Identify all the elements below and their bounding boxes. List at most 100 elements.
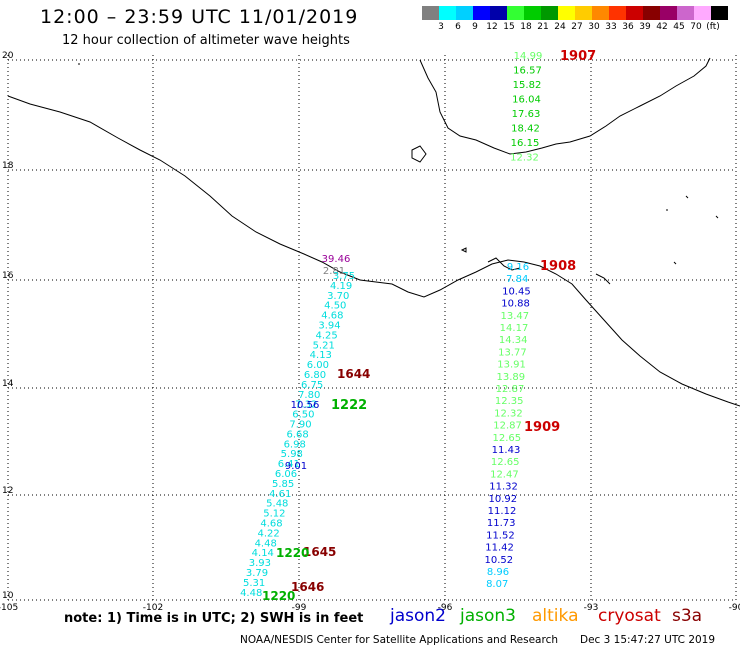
swh-value-west: 6.80 xyxy=(304,370,326,381)
swh-value-east: 11.42 xyxy=(485,543,514,554)
scale-label: 18 xyxy=(520,22,532,32)
lon-tick-label: -93 xyxy=(584,603,599,613)
scale-label: 45 xyxy=(673,22,685,32)
legend-jason3: jason3 xyxy=(460,606,516,626)
scale-label: 70 xyxy=(690,22,702,32)
scale-swatch xyxy=(711,6,728,20)
scale-swatch xyxy=(677,6,694,20)
map-subtitle: 12 hour collection of altimeter wave hei… xyxy=(62,33,350,48)
track-time-label: 1644 xyxy=(337,367,370,381)
swh-value-west: 7.80 xyxy=(298,390,320,401)
swh-value-west: 4.48 xyxy=(240,588,262,599)
swh-value-east: 13.47 xyxy=(500,311,529,322)
swh-value-east: 9.16 xyxy=(507,262,529,273)
swh-value-west: 4.19 xyxy=(330,281,352,292)
scale-label: (ft) xyxy=(706,22,720,32)
swh-value-east: 12.35 xyxy=(495,396,524,407)
footer-note: note: 1) Time is in UTC; 2) SWH is in fe… xyxy=(64,611,364,626)
scale-label: 9 xyxy=(472,22,478,32)
swh-value-west: 4.25 xyxy=(315,330,337,341)
swh-value-east: 12.65 xyxy=(492,433,521,444)
scale-swatch xyxy=(422,6,439,20)
swh-value-east: 12.87 xyxy=(496,384,525,395)
swh-value-west: 5.12 xyxy=(263,509,285,520)
swh-value-west: 4.13 xyxy=(310,350,332,361)
swh-value-west: 4.61 xyxy=(269,489,291,500)
track-time-label: 1908 xyxy=(540,259,576,274)
swh-value-east: 10.45 xyxy=(502,286,531,297)
map-title: 12:00 – 23:59 UTC 11/01/2019 xyxy=(40,6,359,28)
swh-value-east: 17.63 xyxy=(512,109,541,120)
scale-swatch xyxy=(660,6,677,20)
east-track-values: 14.99 16.57 15.82 16.04 17.63 18.42 16.15 12.32… xyxy=(484,51,542,590)
axis-tick-labels: -105 -102 -99 -96 -93 -90 20 18 16 14 12 10 xyxy=(0,51,740,613)
lon-tick-label: -96 xyxy=(438,603,453,613)
swh-value-west: 39.46 xyxy=(322,254,351,265)
swh-value-west: 5.31 xyxy=(243,578,265,589)
scale-swatch xyxy=(490,6,507,20)
swh-value-west: 7.32 xyxy=(295,400,317,411)
swh-value-east: 16.15 xyxy=(511,138,540,149)
timestamp: Dec 3 15:47:27 UTC 2019 xyxy=(580,634,716,646)
lat-tick-label: 14 xyxy=(2,379,14,389)
swh-value-east: 16.04 xyxy=(512,95,541,106)
swh-value-east: 8.07 xyxy=(486,579,508,590)
swh-value-west: 5.85 xyxy=(272,479,294,490)
swh-value-west: 6.75 xyxy=(301,380,323,391)
swh-value-east: 12.32 xyxy=(510,153,539,164)
swh-value-west: 5.98 xyxy=(281,449,303,460)
swh-value-west: 4.68 xyxy=(260,519,282,530)
scale-swatch xyxy=(609,6,626,20)
legend-cryosat: cryosat xyxy=(598,606,661,626)
legend-s3a: s3a xyxy=(672,606,703,626)
swh-value-east: 10.88 xyxy=(501,299,530,310)
swh-value-east: 11.73 xyxy=(487,518,516,529)
swh-value-east: 16.57 xyxy=(513,66,542,77)
scale-swatch xyxy=(575,6,592,20)
scale-swatch xyxy=(439,6,456,20)
track-time-label: 1907 xyxy=(560,49,596,64)
swh-value-west: 4.22 xyxy=(257,528,279,539)
lon-tick-label: -102 xyxy=(143,603,163,613)
credit-line: NOAA/NESDIS Center for Satellite Applica… xyxy=(240,634,558,646)
swh-value-east: 15.82 xyxy=(513,80,542,91)
swh-value-east: 11.12 xyxy=(488,506,517,517)
swh-value-east: 14.17 xyxy=(500,323,529,334)
swh-value-east: 11.43 xyxy=(492,445,521,456)
scale-swatch xyxy=(456,6,473,20)
scale-swatch xyxy=(524,6,541,20)
swh-value-west: 9.01 xyxy=(285,461,307,472)
west-track-values: 39.462.813.754.193.704.504.683.944.255.2… xyxy=(240,254,355,599)
swh-value-west: 5.21 xyxy=(313,340,335,351)
scale-swatch xyxy=(558,6,575,20)
scale-swatch xyxy=(541,6,558,20)
lat-tick-label: 16 xyxy=(2,271,14,281)
swh-value-west: 6.00 xyxy=(307,360,329,371)
scale-label: 12 xyxy=(486,22,498,32)
swh-value-west: 7.90 xyxy=(289,420,311,431)
swh-value-east: 13.77 xyxy=(498,347,527,358)
swh-value-east: 8.96 xyxy=(487,567,509,578)
scale-swatch xyxy=(473,6,490,20)
swh-value-east: 14.99 xyxy=(514,51,543,62)
scale-label: 42 xyxy=(656,22,668,32)
scale-swatch xyxy=(592,6,609,20)
swh-value-east: 12.47 xyxy=(490,469,519,480)
lon-tick-label: -105 xyxy=(0,603,18,613)
track-time-label: 1220 xyxy=(276,546,309,560)
scale-label: 30 xyxy=(588,22,600,32)
track-time-label: 1646 xyxy=(291,580,324,594)
scale-swatch xyxy=(507,6,524,20)
swh-value-west: 3.79 xyxy=(246,568,268,579)
scale-label: 33 xyxy=(605,22,617,32)
swh-value-east: 7.84 xyxy=(506,274,528,285)
swh-value-west: 3.94 xyxy=(318,321,340,332)
swh-value-east: 12.32 xyxy=(494,408,523,419)
swh-value-west: 3.70 xyxy=(327,291,349,302)
swh-value-west: 4.50 xyxy=(324,301,346,312)
scale-swatch xyxy=(694,6,711,20)
scale-label: 24 xyxy=(554,22,566,32)
track-time-label: 1909 xyxy=(524,420,560,435)
swh-value-west: 4.68 xyxy=(321,311,343,322)
swh-value-east: 13.91 xyxy=(497,360,526,371)
